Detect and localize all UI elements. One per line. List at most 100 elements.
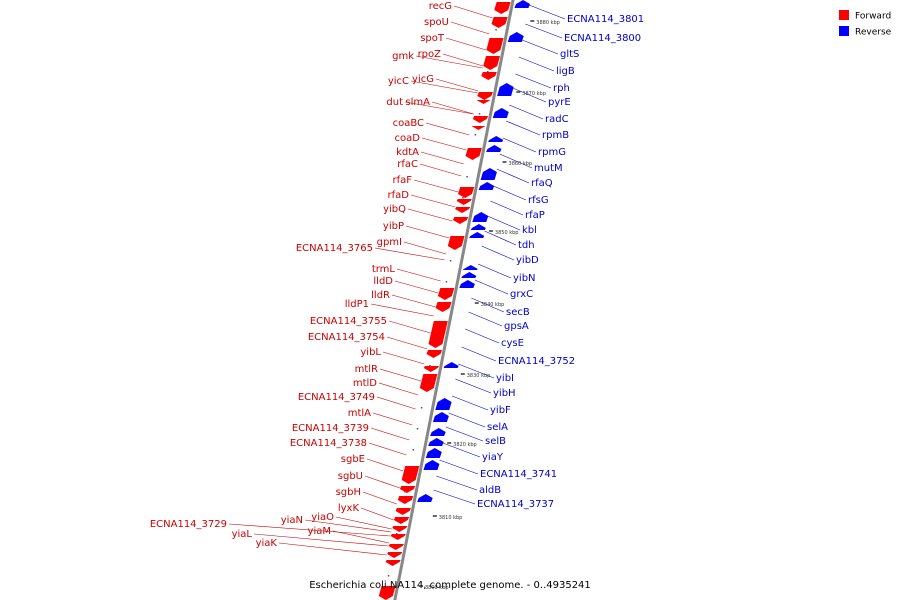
reverse-connector [458,363,495,379]
reverse-gene-label: gpsA [504,321,529,332]
reverse-gene-label: pyrE [548,97,571,108]
forward-connector [304,519,392,533]
reverse-gene-feature [480,168,497,180]
reverse-gene-label: yibD [516,255,539,266]
legend-swatch-forward [839,10,849,20]
forward-connector [378,382,419,396]
forward-gene-label: ECNA114_3749 [298,392,375,403]
genome-caption: Escherichia coli NA114, complete genome.… [309,580,591,591]
reverse-gene-label: tdh [518,240,535,251]
forward-connector [420,151,464,165]
forward-connector [425,122,470,136]
forward-connector [370,427,410,441]
reverse-gene-feature [462,265,478,270]
forward-gene-label: gpmI [377,237,402,248]
reverse-connector [468,311,503,327]
reverse-connector [474,279,509,295]
reverse-connector [515,73,552,89]
axis-dot [416,428,419,430]
forward-connector [386,336,428,350]
forward-connector [396,268,441,282]
axis-dot [487,71,489,73]
forward-connector [382,351,425,365]
forward-gene-feature [465,148,482,160]
reverse-gene-label: yiaY [482,452,504,463]
axis-dot [449,260,452,262]
forward-gene-feature [390,534,406,540]
reverse-gene-label: yibF [490,405,511,416]
forward-gene-feature [401,466,420,484]
gene-features [378,0,531,600]
gene-labels: recG spoU spoT gmk rpoZ yicC yicG dut slmA coaBC c… [150,1,644,549]
forward-gene-label: yiaO [311,512,334,523]
forward-connector [360,507,394,521]
tick-label: 3880 kbp [536,20,560,26]
forward-gene-label: ECNA114_3754 [308,332,385,343]
forward-connector [405,225,450,239]
reverse-connector [506,120,541,136]
forward-gene-label: yicG [412,74,434,85]
forward-connector [374,247,445,261]
forward-connector [372,412,413,426]
axis-dot [412,449,415,451]
forward-gene-feature [458,187,475,198]
forward-gene-label: ECNA114_3755 [310,316,387,327]
reverse-gene-label: rfsG [528,195,549,206]
reverse-gene-feature [430,428,446,436]
reverse-gene-feature [461,272,477,278]
forward-gene-feature [494,2,511,14]
forward-gene-label: rpoZ [418,49,442,60]
forward-connector [368,442,407,456]
forward-gene-feature [397,496,414,504]
reverse-gene-feature [423,460,440,470]
reverse-gene-feature [486,145,502,152]
reverse-connector [477,263,512,279]
genome-axis-line [393,0,515,600]
forward-gene-feature [481,72,497,80]
forward-gene-label: mtlR [355,364,378,375]
forward-gene-label: dut [386,97,403,108]
label-connectors [228,4,566,556]
forward-gene-label: coaD [395,133,421,144]
forward-gene-label: mtlA [348,408,371,419]
forward-gene-label: yibQ [383,204,406,215]
forward-connector [370,303,434,317]
reverse-connector [525,23,563,39]
forward-gene-feature [483,56,500,70]
reverse-gene-label: ECNA114_3737 [477,499,554,510]
reverse-gene-label: ECNA114_3752 [498,356,575,367]
legend: Forward Reverse [839,10,892,38]
forward-gene-feature [387,552,403,558]
forward-gene-label: yibP [383,221,404,232]
forward-gene-feature [477,92,493,100]
forward-gene-feature [393,517,410,524]
forward-connector [376,396,416,410]
forward-gene-feature [428,321,448,348]
tick-label: 3830 kbp [467,373,491,379]
reverse-connector [518,56,555,72]
forward-gene-label: yiaM [308,526,331,537]
reverse-gene-label: secB [506,307,530,318]
forward-gene-feature [491,17,508,28]
forward-gene-label: yiaL [232,529,253,540]
reverse-connector [442,442,481,458]
reverse-gene-feature [435,398,452,410]
reverse-gene-label: cysE [501,338,524,349]
axis-dot [462,197,464,199]
tick-label: 3810 kbp [439,515,463,521]
reverse-gene-label: gltS [560,49,579,60]
reverse-connector [455,378,492,394]
reverse-gene-label: grxC [510,289,533,300]
forward-connector [415,55,483,69]
reverse-gene-label: selB [485,436,506,447]
tick-label: 3850 kbp [495,230,519,236]
axis-dot [466,176,468,178]
forward-gene-label: yiaN [281,515,303,526]
reverse-connector [487,215,521,231]
tick-label: 3870 kbp [522,91,546,97]
forward-gene-feature [455,207,471,213]
forward-gene-label: recG [429,1,452,12]
forward-gene-feature [378,586,396,600]
forward-gene-feature [456,199,472,205]
forward-gene-label: trmL [372,264,396,275]
